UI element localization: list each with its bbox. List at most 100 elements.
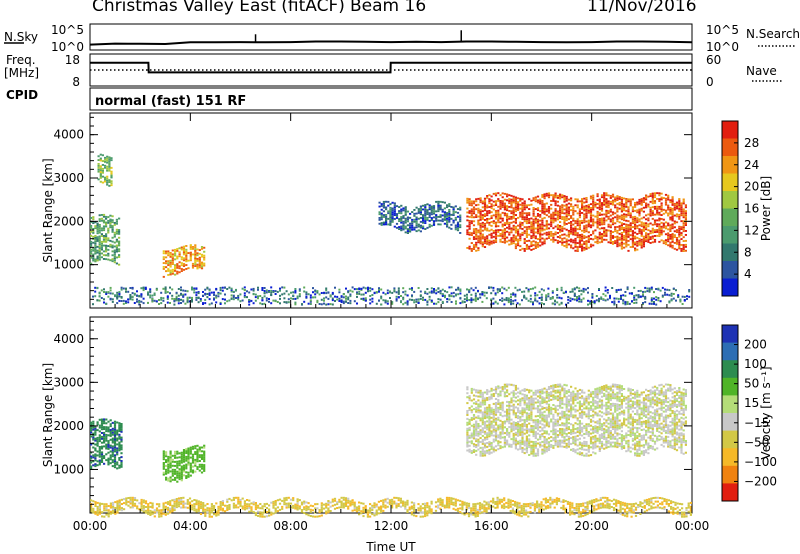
power-cell xyxy=(554,233,557,236)
velocity-cell xyxy=(525,418,528,420)
power-cell xyxy=(432,220,436,223)
velocity-cell xyxy=(603,412,606,415)
power-cell xyxy=(547,235,551,238)
velocity-cell xyxy=(653,417,657,420)
power-cell xyxy=(180,264,183,267)
power-cell xyxy=(189,246,192,248)
power-cell xyxy=(446,215,449,218)
power-cell xyxy=(662,226,665,229)
power-cell xyxy=(419,217,422,219)
velocity-cell xyxy=(578,406,581,409)
velocity-cell xyxy=(651,396,654,399)
power-cell xyxy=(98,220,101,222)
power-cell xyxy=(653,196,657,199)
power-cell xyxy=(439,214,442,216)
power-cell xyxy=(472,248,476,250)
velocity-cell xyxy=(479,417,482,420)
velocity-cell xyxy=(200,458,204,460)
power-cell xyxy=(563,222,566,224)
velocity-cell xyxy=(594,421,597,424)
velocity-cell xyxy=(616,442,619,445)
velocity-cell xyxy=(594,405,597,408)
velocity-cell xyxy=(645,410,648,413)
velocity-cell xyxy=(614,385,617,388)
power-cell xyxy=(583,243,586,245)
power-cell xyxy=(574,228,577,230)
power-cell xyxy=(97,168,100,171)
power-cell xyxy=(636,209,639,212)
power-cell xyxy=(107,237,110,240)
velocity-cell xyxy=(581,409,584,411)
velocity-cell xyxy=(488,390,491,393)
power-cell xyxy=(675,242,679,245)
velocity-cell xyxy=(598,434,601,437)
velocity-cell xyxy=(503,395,506,398)
power-cell xyxy=(490,195,493,198)
velocity-cell xyxy=(534,401,537,404)
velocity-cell xyxy=(528,428,531,431)
power-cell xyxy=(536,218,540,221)
power-cell xyxy=(101,160,104,162)
velocity-cell xyxy=(620,445,623,448)
power-cell xyxy=(419,220,422,223)
velocity-cell xyxy=(636,448,639,451)
power-cell xyxy=(382,206,385,209)
power-cell xyxy=(430,205,433,208)
power-cell xyxy=(625,227,628,230)
velocity-cell xyxy=(521,389,524,392)
velocity-cell xyxy=(543,397,546,400)
power-cell xyxy=(475,233,478,236)
power-cell xyxy=(658,227,661,230)
velocity-cell xyxy=(572,426,575,429)
velocity-cell xyxy=(592,447,595,450)
power-cell xyxy=(486,196,489,199)
power-cell xyxy=(514,231,517,234)
velocity-cell xyxy=(111,439,114,442)
velocity-cell xyxy=(503,385,506,388)
velocity-cell xyxy=(477,391,480,394)
power-cell xyxy=(585,230,588,233)
velocity-cell xyxy=(109,432,112,435)
power-cell xyxy=(572,241,575,244)
velocity-cell xyxy=(631,443,634,446)
velocity-cell xyxy=(664,437,668,440)
power-cell xyxy=(523,230,526,233)
power-cell xyxy=(378,205,381,208)
power-cell xyxy=(180,246,183,249)
velocity-cell xyxy=(616,440,619,443)
power-cell xyxy=(570,232,573,235)
velocity-cell xyxy=(176,472,179,475)
velocity-cell xyxy=(603,428,606,431)
power-cell xyxy=(519,235,522,238)
velocity-cell xyxy=(521,433,524,436)
power-cell xyxy=(616,214,619,217)
power-cell xyxy=(171,272,174,275)
power-cell xyxy=(448,220,451,223)
velocity-cell xyxy=(98,446,101,448)
velocity-cell xyxy=(673,436,676,439)
power-cell xyxy=(499,203,502,206)
power-cell xyxy=(108,162,111,164)
power-cell xyxy=(506,199,509,202)
power-cell xyxy=(642,241,645,244)
power-cell xyxy=(651,212,654,214)
power-cell xyxy=(178,247,181,250)
velocity-cell xyxy=(640,421,643,424)
velocity-cell xyxy=(103,437,106,440)
power-cell xyxy=(634,227,637,230)
velocity-cell xyxy=(103,433,106,436)
power-cell xyxy=(680,234,683,236)
velocity-cell xyxy=(616,391,619,394)
velocity-cell xyxy=(545,416,548,419)
velocity-cell xyxy=(486,406,489,409)
velocity-cell xyxy=(113,460,117,463)
power-cell xyxy=(640,223,643,226)
velocity-cell xyxy=(523,411,526,414)
velocity-cell xyxy=(554,442,557,445)
power-cell xyxy=(585,228,588,231)
power-cell xyxy=(198,260,201,263)
velocity-cell xyxy=(598,450,601,452)
power-cell xyxy=(459,226,462,229)
velocity-cell xyxy=(479,391,482,394)
velocity-cell xyxy=(532,403,535,406)
